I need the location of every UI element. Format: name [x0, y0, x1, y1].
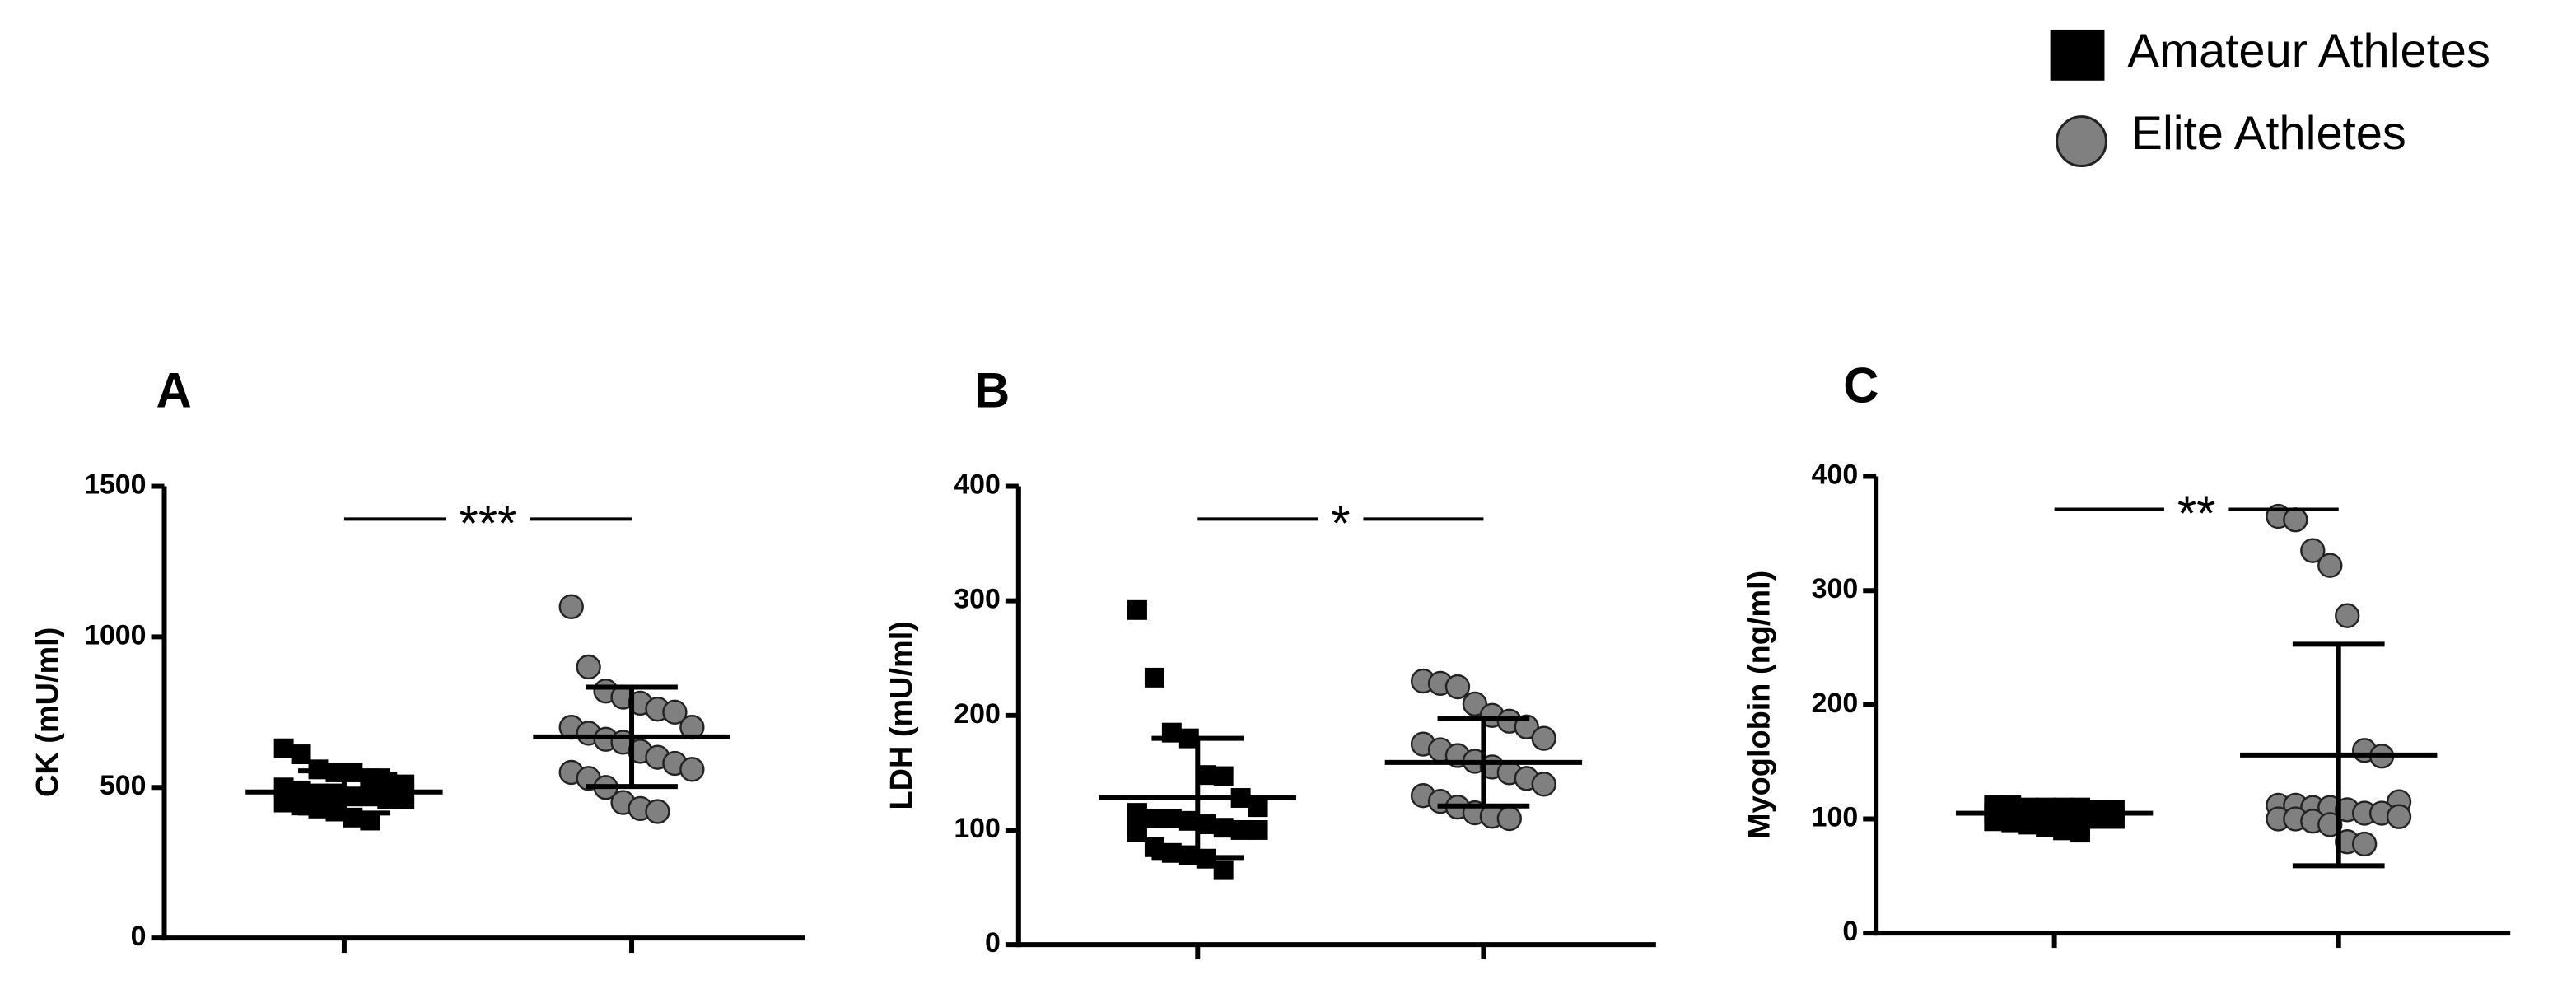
data-point — [1161, 809, 1182, 829]
data-point — [1127, 599, 1147, 620]
data-point — [1531, 772, 1556, 797]
data-point — [377, 771, 398, 791]
y-tick-label: 200 — [954, 698, 1001, 730]
panel-label: A — [156, 363, 192, 418]
data-point — [1984, 811, 2004, 832]
panel-label: B — [974, 363, 1010, 418]
data-point — [662, 699, 688, 725]
data-point — [291, 744, 311, 764]
y-tick-label: 300 — [954, 584, 1001, 615]
panel-label: C — [1843, 358, 1878, 413]
data-point — [1127, 822, 1147, 842]
data-point — [2386, 804, 2412, 829]
y-tick-label: 1500 — [84, 469, 146, 500]
data-point — [273, 738, 294, 758]
data-point — [1444, 674, 1471, 700]
data-point — [273, 792, 294, 813]
y-axis-label: Myoglobin (ng/ml) — [1743, 571, 1777, 839]
data-point — [1462, 691, 1488, 717]
data-point — [1127, 803, 1147, 823]
y-tick-label: 400 — [954, 469, 1001, 500]
y-axis-label: LDH (mU/ml) — [884, 621, 919, 809]
data-point — [1248, 797, 1268, 818]
y-tick-label: 300 — [1812, 573, 1859, 604]
legend-marker — [2050, 29, 2105, 81]
data-point — [679, 757, 705, 782]
data-point — [2300, 538, 2326, 563]
y-tick-label: 400 — [1812, 460, 1859, 491]
data-point — [1531, 725, 1556, 751]
y-tick-label: 1000 — [84, 619, 146, 651]
data-point — [2317, 812, 2343, 837]
y-axis-label: CK (mU/ml) — [30, 627, 65, 797]
significance-label: * — [1331, 496, 1350, 551]
data-point — [576, 654, 601, 680]
data-point — [2317, 553, 2343, 578]
data-point — [1230, 819, 1251, 840]
data-point — [1144, 837, 1164, 857]
y-tick-label: 0 — [985, 927, 1001, 959]
data-point — [394, 774, 415, 795]
data-point — [1213, 860, 1234, 880]
data-point — [394, 789, 415, 809]
data-point — [1213, 766, 1234, 786]
data-point — [1144, 809, 1164, 829]
y-tick-label: 200 — [1812, 688, 1859, 719]
legend-marker — [2056, 115, 2107, 168]
legend-label: Elite Athletes — [2130, 107, 2406, 160]
y-tick-label: 100 — [954, 813, 1001, 844]
data-point — [360, 810, 380, 831]
data-point — [558, 594, 584, 619]
data-point — [2335, 603, 2360, 628]
data-point — [1144, 667, 1164, 688]
data-point — [1178, 810, 1199, 831]
y-tick-label: 0 — [131, 921, 147, 952]
y-tick-label: 500 — [100, 770, 147, 801]
y-tick-label: 100 — [1812, 801, 1859, 833]
data-point — [360, 768, 380, 789]
data-point — [1248, 819, 1268, 840]
significance-label: ** — [2177, 486, 2216, 541]
data-point — [1196, 765, 1216, 786]
data-point — [2283, 507, 2308, 533]
data-point — [377, 789, 398, 809]
data-point — [1196, 814, 1216, 834]
data-point — [2351, 831, 2378, 857]
data-point — [2053, 820, 2074, 841]
data-point — [645, 799, 670, 824]
data-point — [1213, 818, 1234, 838]
data-point — [2070, 823, 2091, 843]
significance-label: *** — [460, 496, 517, 551]
legend-label: Amateur Athletes — [2127, 25, 2490, 77]
data-point — [291, 795, 311, 816]
data-point — [1496, 805, 1522, 832]
y-tick-label: 0 — [1842, 916, 1858, 947]
